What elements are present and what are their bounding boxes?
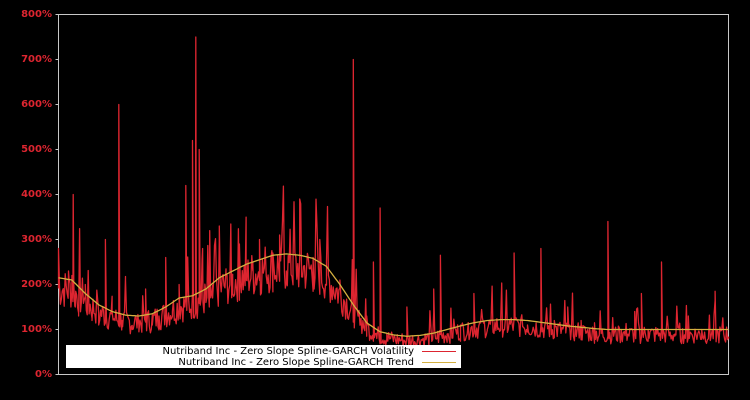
y-tick-label: 300%: [21, 233, 52, 245]
y-axis-ticks: [55, 14, 59, 375]
legend-item-trend: Nutriband Inc - Zero Slope Spline-GARCH …: [178, 357, 461, 368]
y-tick-label: 400%: [21, 188, 52, 200]
legend-swatch-gold: [422, 362, 456, 363]
legend-label: Nutriband Inc - Zero Slope Spline-GARCH …: [162, 346, 414, 357]
y-tick-label: 700%: [21, 53, 52, 65]
volatility-series-line: [57, 36, 730, 349]
chart-legend: Nutriband Inc - Zero Slope Spline-GARCH …: [66, 345, 461, 368]
y-tick-label: 600%: [21, 98, 52, 110]
y-tick-label: 100%: [21, 323, 52, 335]
y-tick-label: 800%: [21, 8, 52, 20]
plot-area: [58, 14, 729, 375]
y-tick-label: 0%: [35, 368, 52, 380]
trend-series-line: [58, 253, 729, 337]
legend-item-volatility: Nutriband Inc - Zero Slope Spline-GARCH …: [163, 346, 461, 357]
legend-label: Nutriband Inc - Zero Slope Spline-GARCH …: [178, 357, 414, 368]
legend-swatch-red: [422, 351, 456, 352]
y-tick-label: 200%: [21, 278, 52, 290]
y-tick-label: 500%: [21, 143, 52, 155]
